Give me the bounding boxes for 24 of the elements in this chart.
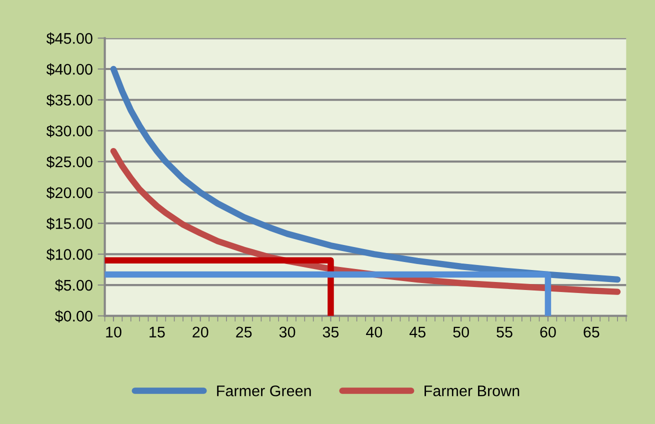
legend-label: Farmer Green [217, 385, 311, 396]
y-tick-label: $30.00 [46, 124, 92, 138]
x-tick-label: 40 [366, 326, 382, 338]
legend-label: Farmer Brown [424, 386, 520, 396]
x-tick-label: 25 [236, 326, 252, 338]
y-tick-label: $0.00 [54, 310, 92, 322]
y-tick-label: $20.00 [46, 186, 92, 200]
y-tick-label: $45.00 [46, 32, 92, 45]
x-tick-label: 55 [496, 326, 512, 338]
y-tick-label: $5.00 [54, 279, 92, 292]
x-tick-label: 50 [453, 326, 469, 338]
y-tick-label: $15.00 [46, 218, 92, 230]
x-tick-label: 30 [279, 326, 296, 338]
x-tick-label: 60 [540, 326, 556, 338]
y-tick-label: $25.00 [46, 156, 92, 168]
y-tick-label: $10.00 [46, 248, 92, 261]
x-tick-label: 20 [192, 326, 208, 338]
x-tick-label: 35 [322, 326, 339, 338]
x-tick-label: 15 [150, 326, 165, 338]
y-tick-label: $40.00 [46, 63, 92, 76]
x-tick-label: 45 [409, 326, 426, 338]
y-tick-label: $35.00 [46, 94, 92, 106]
x-tick-label: 10 [106, 326, 122, 338]
x-tick-label: 65 [584, 326, 600, 338]
